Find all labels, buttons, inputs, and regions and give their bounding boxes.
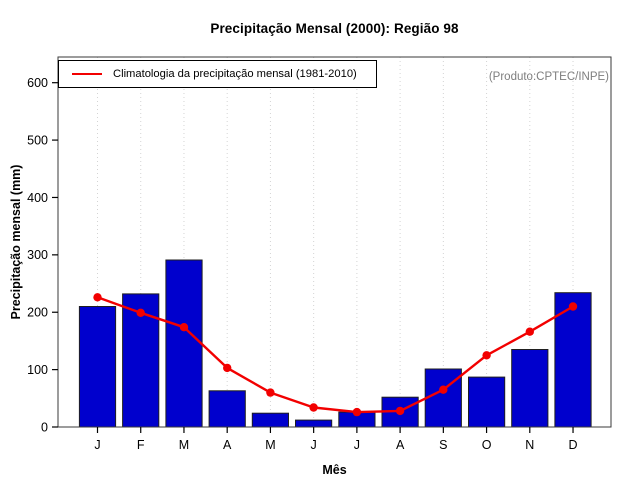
plot-frame [57,56,612,428]
bar [468,376,506,428]
y-axis-title: Precipitação mensal (mm) [9,164,23,320]
climatology-point [395,406,405,416]
y-tick-label: 400 [27,191,48,205]
x-axis-title: Mês [322,463,347,477]
climatology-point [136,308,145,317]
climatology-point [568,302,578,311]
x-tick-label: J [311,438,317,452]
bar [165,259,203,428]
bar [554,292,592,428]
x-tick-label: D [569,438,578,452]
chart-title: Precipitação Mensal (2000): Região 98 [210,21,459,36]
x-tick-label: A [223,438,232,452]
bar [251,412,290,428]
x-tick-label: M [265,438,275,452]
legend-line-sample-icon [72,73,102,75]
y-tick-label: 600 [27,76,48,90]
x-tick-label: S [439,438,447,452]
climatology-point [309,403,318,412]
legend-label: Climatologia da precipitação mensal (198… [113,68,357,80]
x-tick-label: J [354,438,360,452]
x-tick-label: F [137,438,145,452]
climatology-point [179,323,189,332]
y-tick-label: 500 [27,133,48,147]
x-tick-label: N [525,438,534,452]
bar [295,419,333,428]
y-tick-label: 100 [27,363,48,377]
climatology-point [525,327,534,336]
bar [208,390,246,428]
legend: Climatologia da precipitação mensal (198… [58,60,377,88]
source-annotation: (Produto:CPTEC/INPE) [488,71,609,83]
climatology-point [439,385,448,394]
x-tick-label: J [94,438,100,452]
y-tick-label: 200 [27,306,48,320]
climatology-line [96,296,575,414]
x-tick-label: A [396,438,405,452]
climatology-point [482,351,491,360]
climatology-point [266,388,275,397]
y-tick-label: 0 [41,420,48,434]
climatology-point [352,407,362,417]
climatology-point [223,363,232,373]
x-tick-label: O [482,438,492,452]
x-tick-label: M [179,438,189,452]
bar [424,368,462,428]
climatology-point [93,293,102,302]
bar [511,349,549,428]
bar [78,306,117,428]
y-tick-label: 300 [27,248,48,262]
